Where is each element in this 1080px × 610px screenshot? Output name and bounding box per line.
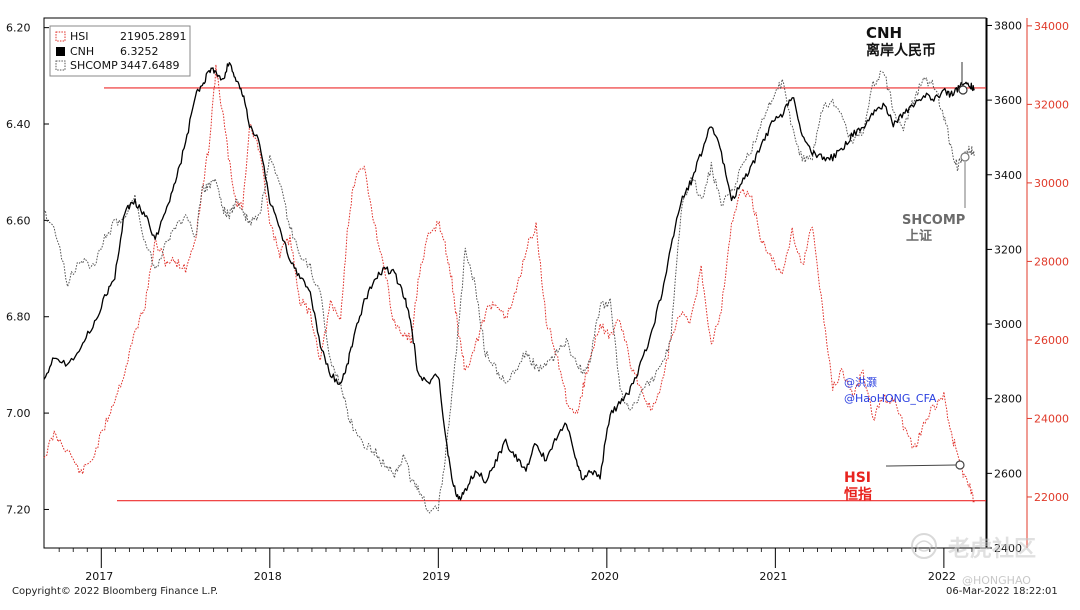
shcomp-tick-label: 2600 xyxy=(994,467,1022,480)
shcomp-tick-label: 3000 xyxy=(994,318,1022,331)
cnh-tick-label: 6.60 xyxy=(6,214,31,227)
annotation-cnh-marker xyxy=(958,85,968,95)
cnh-tick-label: 7.20 xyxy=(6,503,31,516)
legend-value-cnh: 6.3252 xyxy=(120,45,159,58)
legend-swatch-shcomp xyxy=(55,60,66,71)
annotation-hsi-marker xyxy=(955,460,965,470)
annotation-hsi-label: HSI xyxy=(844,470,871,486)
watermark-text: 老虎社区 xyxy=(947,536,1036,562)
year-label: 2018 xyxy=(254,570,282,583)
series-line-hsi xyxy=(43,64,975,504)
author-handle: @洪灏 @HaoHONG_CFA xyxy=(844,375,937,405)
handle-en: @HaoHONG_CFA xyxy=(844,392,937,405)
copyright: Copyright© 2022 Bloomberg Finance L.P. xyxy=(12,586,219,597)
watermark-handle: @HONGHAO xyxy=(962,574,1031,587)
hsi-tick-label: 22000 xyxy=(1034,491,1069,504)
watermark: 老虎社区 xyxy=(911,533,1036,562)
hsi-tick-label: 30000 xyxy=(1034,177,1069,190)
legend-value-shcomp: 3447.6489 xyxy=(120,59,180,72)
hsi-tick-label: 32000 xyxy=(1034,98,1069,111)
legend-label-cnh: CNH xyxy=(70,45,94,58)
series-layer xyxy=(43,62,975,514)
cnh-tick-label: 7.00 xyxy=(6,407,31,420)
year-label: 2020 xyxy=(591,570,619,583)
legend-label-hsi: HSI xyxy=(70,30,89,43)
annotation-shcomp-marker xyxy=(960,152,970,162)
shcomp-tick-label: 3800 xyxy=(994,19,1022,32)
legend-swatch-hsi xyxy=(55,31,66,42)
plot-frame xyxy=(43,17,987,549)
hsi-axis: 22000 24000 26000 28000 30000 32000 34000 xyxy=(1026,18,1069,548)
cnh-tick-label: 6.80 xyxy=(6,311,31,324)
annotation-hsi-sublabel: 恒指 xyxy=(844,486,872,503)
shcomp-tick-label: 3400 xyxy=(994,169,1022,182)
hsi-tick-label: 34000 xyxy=(1034,20,1069,33)
shcomp-axis: 2400 2600 2800 3000 3200 3400 3600 3800 xyxy=(986,18,1022,555)
tiger-logo-icon xyxy=(911,533,937,559)
annotation-cnh-sublabel: 离岸人民币 xyxy=(866,42,936,59)
series-line-cnh xyxy=(43,62,975,501)
hsi-tick-label: 24000 xyxy=(1034,412,1069,425)
handle-cn: @洪灏 xyxy=(844,375,877,389)
annotation-hsi: HSI 恒指 xyxy=(844,460,965,503)
shcomp-tick-label: 2800 xyxy=(994,393,1022,406)
year-label: 2019 xyxy=(422,570,450,583)
shcomp-tick-label: 3600 xyxy=(994,94,1022,107)
annotation-cnh-label: CNH xyxy=(866,24,902,42)
annotation-shcomp-label: SHCOMP xyxy=(902,213,965,228)
cnh-axis: 6.20 6.40 6.60 6.80 7.00 7.20 xyxy=(6,22,49,516)
legend-swatch-cnh xyxy=(56,47,65,56)
legend-value-hsi: 21905.2891 xyxy=(120,30,186,43)
cnh-tick-label: 6.40 xyxy=(6,118,31,131)
x-axis: 2017 2018 2019 2020 2021 2022 xyxy=(58,548,973,583)
shcomp-tick-label: 3200 xyxy=(994,243,1022,256)
annotation-shcomp: SHCOMP 上证 xyxy=(902,152,970,244)
annotation-shcomp-sublabel: 上证 xyxy=(906,229,932,244)
legend-label-shcomp: SHCOMP xyxy=(70,59,118,72)
cnh-tick-label: 6.20 xyxy=(6,22,31,35)
timestamp: 06-Mar-2022 18:22:01 xyxy=(946,586,1058,597)
shcomp-tick-label: 2400 xyxy=(994,542,1022,555)
hsi-tick-label: 26000 xyxy=(1034,334,1069,347)
year-label: 2021 xyxy=(759,570,787,583)
reference-lines xyxy=(104,87,986,502)
legend: HSI 21905.2891 CNH 6.3252 SHCOMP 3447.64… xyxy=(49,25,191,77)
year-label: 2022 xyxy=(928,570,956,583)
annotation-cnh: CNH 离岸人民币 xyxy=(866,24,968,95)
year-label: 2017 xyxy=(85,570,113,583)
hsi-tick-label: 28000 xyxy=(1034,255,1069,268)
